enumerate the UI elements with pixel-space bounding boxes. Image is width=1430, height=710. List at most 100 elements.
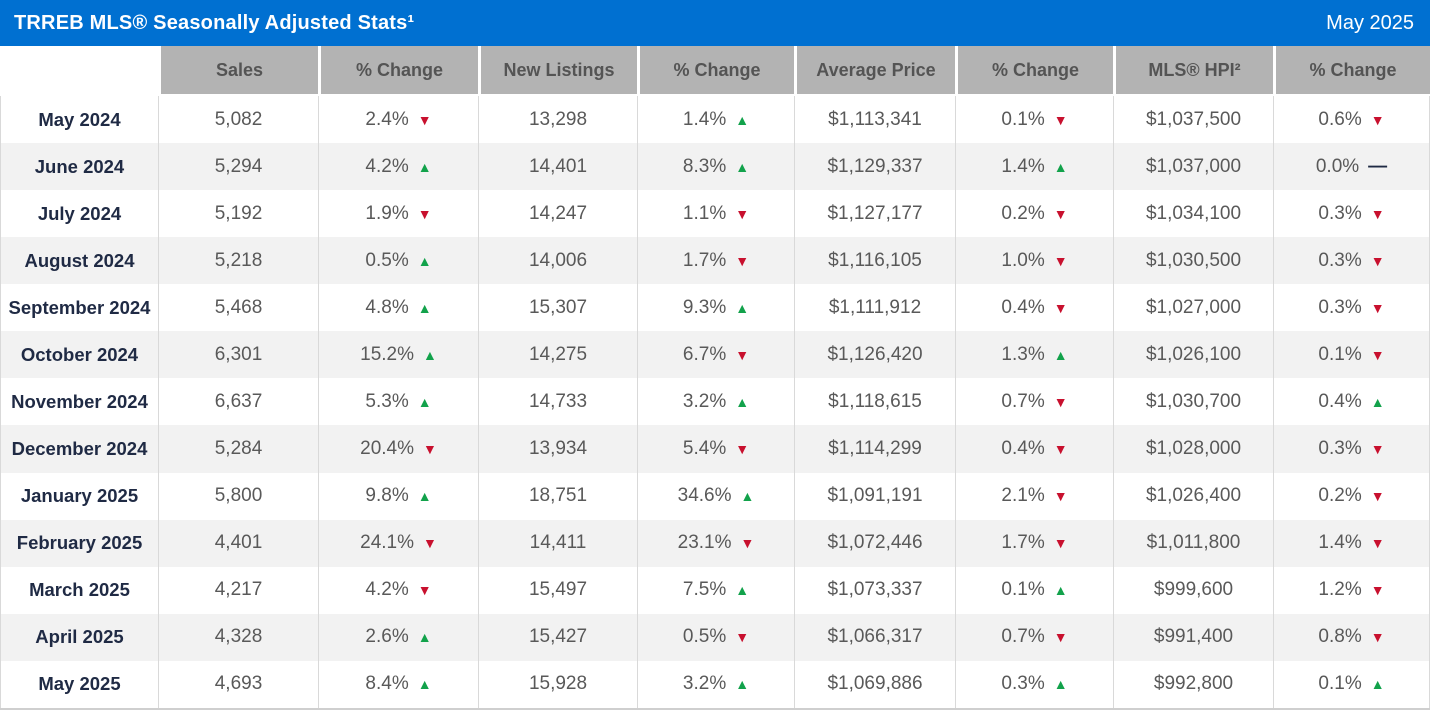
trend-down-icon: ▼ <box>1370 299 1385 316</box>
trend-down-icon: ▼ <box>417 582 432 599</box>
hpi-change-cell: 0.1% ▲ <box>1273 660 1430 708</box>
column-header-nl-change: % Change <box>637 46 794 96</box>
trend-down-icon: ▼ <box>1053 629 1068 646</box>
average-price-cell: $1,066,317 <box>794 613 955 661</box>
sales-cell: 5,192 <box>158 190 318 238</box>
trend-down-icon: ▼ <box>417 205 432 222</box>
average-price-cell: $1,126,420 <box>794 331 955 379</box>
table-row: May 2025 4,693 8.4% ▲ 15,928 3.2% ▲ $1,069… <box>0 660 1430 708</box>
new-listings-cell: 14,247 <box>478 190 637 238</box>
sales-cell: 4,217 <box>158 566 318 614</box>
period-label: May 2025 <box>1326 11 1414 34</box>
sales-change-cell: 4.2% ▲ <box>318 143 478 191</box>
new-listings-change-cell: 7.5% ▲ <box>637 566 794 614</box>
new-listings-change-cell: 23.1% ▼ <box>637 519 794 567</box>
average-price-cell: $1,113,341 <box>794 96 955 144</box>
average-price-change-cell: 0.7% ▼ <box>955 613 1113 661</box>
month-cell: August 2024 <box>0 237 158 285</box>
mls-hpi-cell: $999,600 <box>1113 566 1273 614</box>
trend-down-icon: ▼ <box>423 535 437 552</box>
hpi-change-cell: 0.1% ▼ <box>1273 331 1430 379</box>
average-price-cell: $1,072,446 <box>794 519 955 567</box>
month-cell: July 2024 <box>0 190 158 238</box>
mls-hpi-cell: $1,011,800 <box>1113 519 1273 567</box>
trend-down-icon: ▼ <box>1053 205 1068 222</box>
table-row: December 2024 5,284 20.4% ▼ 13,934 5.4% ▼ … <box>0 425 1430 473</box>
sales-cell: 5,800 <box>158 472 318 520</box>
sales-change-cell: 9.8% ▲ <box>318 472 478 520</box>
trend-down-icon: ▼ <box>735 252 750 269</box>
mls-hpi-cell: $992,800 <box>1113 660 1273 708</box>
trend-down-icon: ▼ <box>417 111 432 128</box>
trend-down-icon: ▼ <box>740 535 755 552</box>
mls-hpi-cell: $1,026,100 <box>1113 331 1273 379</box>
sales-change-cell: 4.2% ▼ <box>318 566 478 614</box>
new-listings-cell: 15,307 <box>478 284 637 332</box>
month-cell: May 2024 <box>0 96 158 144</box>
average-price-change-cell: 1.0% ▼ <box>955 237 1113 285</box>
column-header-sales-change: % Change <box>318 46 478 96</box>
average-price-cell: $1,127,177 <box>794 190 955 238</box>
sales-cell: 6,637 <box>158 378 318 426</box>
hpi-change-cell: 0.3% ▼ <box>1273 425 1430 473</box>
new-listings-change-cell: 1.7% ▼ <box>637 237 794 285</box>
trend-up-icon: ▲ <box>740 488 755 505</box>
average-price-change-cell: 1.4% ▲ <box>955 143 1113 191</box>
average-price-change-cell: 1.3% ▲ <box>955 331 1113 379</box>
title-bar: TRREB MLS® Seasonally Adjusted Stats¹ Ma… <box>0 0 1430 46</box>
new-listings-change-cell: 5.4% ▼ <box>637 425 794 473</box>
trend-up-icon: ▲ <box>417 393 432 410</box>
sales-change-cell: 4.8% ▲ <box>318 284 478 332</box>
sales-change-cell: 1.9% ▼ <box>318 190 478 238</box>
mls-hpi-cell: $1,026,400 <box>1113 472 1273 520</box>
trend-up-icon: ▲ <box>1053 676 1068 693</box>
table-row: March 2025 4,217 4.2% ▼ 15,497 7.5% ▲ $1,0… <box>0 566 1430 614</box>
month-cell: March 2025 <box>0 566 158 614</box>
sales-cell: 5,284 <box>158 425 318 473</box>
trend-flat-icon: — <box>1368 156 1388 178</box>
sales-change-cell: 15.2% ▲ <box>318 331 478 379</box>
trend-down-icon: ▼ <box>1053 440 1068 457</box>
average-price-cell: $1,091,191 <box>794 472 955 520</box>
average-price-cell: $1,118,615 <box>794 378 955 426</box>
trend-down-icon: ▼ <box>1370 346 1385 363</box>
table-row: April 2025 4,328 2.6% ▲ 15,427 0.5% ▼ $1,0… <box>0 613 1430 661</box>
column-header-sales: Sales <box>158 46 318 96</box>
new-listings-change-cell: 1.4% ▲ <box>637 96 794 144</box>
trend-up-icon: ▲ <box>1370 676 1385 693</box>
hpi-change-cell: 0.0% — <box>1273 143 1430 191</box>
trend-down-icon: ▼ <box>1370 535 1385 552</box>
trend-down-icon: ▼ <box>1370 205 1385 222</box>
mls-hpi-cell: $1,030,700 <box>1113 378 1273 426</box>
trend-down-icon: ▼ <box>1053 111 1068 128</box>
hpi-change-cell: 0.2% ▼ <box>1273 472 1430 520</box>
average-price-change-cell: 0.4% ▼ <box>955 284 1113 332</box>
stats-table: Sales % Change New Listings % Change Ave… <box>0 46 1430 710</box>
trend-up-icon: ▲ <box>735 676 750 693</box>
trend-up-icon: ▲ <box>1370 393 1385 410</box>
hpi-change-cell: 0.8% ▼ <box>1273 613 1430 661</box>
trend-down-icon: ▼ <box>1370 629 1385 646</box>
table-body: May 2024 5,082 2.4% ▼ 13,298 1.4% ▲ $1,113… <box>0 96 1430 708</box>
trend-up-icon: ▲ <box>1053 346 1068 363</box>
sales-change-cell: 2.4% ▼ <box>318 96 478 144</box>
trend-down-icon: ▼ <box>735 346 750 363</box>
sales-change-cell: 8.4% ▲ <box>318 660 478 708</box>
column-header-hpi-change: % Change <box>1273 46 1430 96</box>
trend-down-icon: ▼ <box>1370 111 1385 128</box>
column-header-month <box>0 46 158 96</box>
average-price-cell: $1,116,105 <box>794 237 955 285</box>
new-listings-change-cell: 3.2% ▲ <box>637 660 794 708</box>
table-row: October 2024 6,301 15.2% ▲ 14,275 6.7% ▼ $… <box>0 331 1430 379</box>
new-listings-cell: 13,934 <box>478 425 637 473</box>
hpi-change-cell: 0.3% ▼ <box>1273 190 1430 238</box>
trend-up-icon: ▲ <box>417 158 432 175</box>
month-cell: February 2025 <box>0 519 158 567</box>
average-price-change-cell: 0.1% ▼ <box>955 96 1113 144</box>
sales-cell: 4,693 <box>158 660 318 708</box>
average-price-cell: $1,129,337 <box>794 143 955 191</box>
hpi-change-cell: 0.6% ▼ <box>1273 96 1430 144</box>
average-price-change-cell: 0.4% ▼ <box>955 425 1113 473</box>
month-cell: April 2025 <box>0 613 158 661</box>
trend-up-icon: ▲ <box>735 158 750 175</box>
